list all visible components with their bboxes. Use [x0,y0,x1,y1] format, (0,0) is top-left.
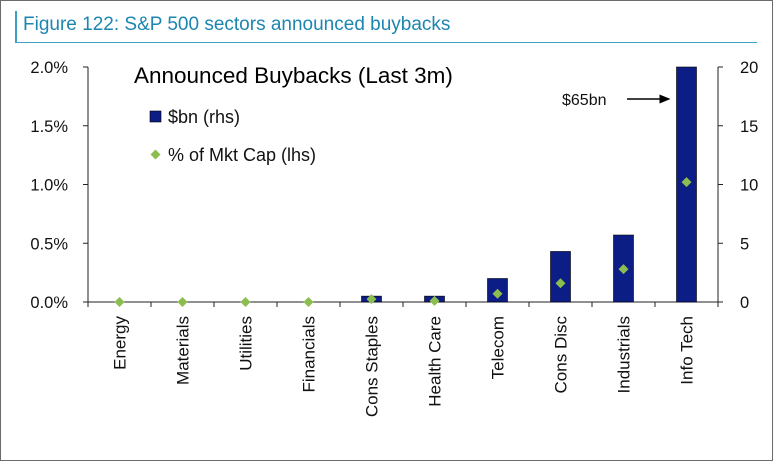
figure-title: Figure 122: S&P 500 sectors announced bu… [15,11,757,43]
category-label: Utilities [237,316,256,371]
category-label: Health Care [426,316,445,407]
data-point [114,297,125,307]
right-tick-label: 10 [740,177,758,195]
right-tick-label: 15 [740,118,758,136]
data-point [177,297,188,307]
left-tick-label: 0.0% [30,294,68,312]
chart-title: Announced Buybacks (Last 3m) [134,63,453,88]
data-point [492,288,503,299]
left-tick-label: 1.0% [30,177,68,195]
data-point [240,297,251,307]
category-label: Cons Disc [552,316,571,394]
category-label: Info Tech [678,316,697,385]
data-point [618,264,629,275]
right-tick-label: 5 [740,235,749,253]
legend: Announced Buybacks (Last 3m) $bn (rhs) % o… [134,63,453,165]
tick-labels: 0.0% 0.5% 1.0% 1.5% 2.0% 0 5 10 15 20 Energy Materi… [30,59,758,417]
left-tick-label: 0.5% [30,235,68,253]
bar [550,251,571,303]
category-label: Cons Staples [363,316,382,417]
category-label: Industrials [615,316,634,393]
legend-label-point: % of Mkt Cap (lhs) [168,145,316,165]
legend-swatch-bar [149,110,162,123]
left-tick-label: 1.5% [30,118,68,136]
annotation-label: $65bn [562,92,607,109]
annotation: $65bn [562,92,671,109]
data-point [681,177,692,188]
scatter-series [114,177,692,307]
right-tick-label: 0 [740,294,749,312]
data-point [366,294,377,305]
data-point [303,297,314,307]
legend-label-bar: $bn (rhs) [168,107,240,127]
right-tick-label: 20 [740,59,758,77]
left-tick-label: 2.0% [30,59,68,77]
legend-swatch-point [150,149,161,160]
data-point [555,278,566,289]
category-label: Energy [111,316,130,370]
category-label: Financials [300,316,319,393]
annotation-arrow-head [659,94,671,104]
bar-series [361,66,697,303]
data-point [429,295,440,306]
category-label: Materials [174,316,193,385]
chart-axes [83,66,723,307]
category-label: Telecom [489,316,508,379]
